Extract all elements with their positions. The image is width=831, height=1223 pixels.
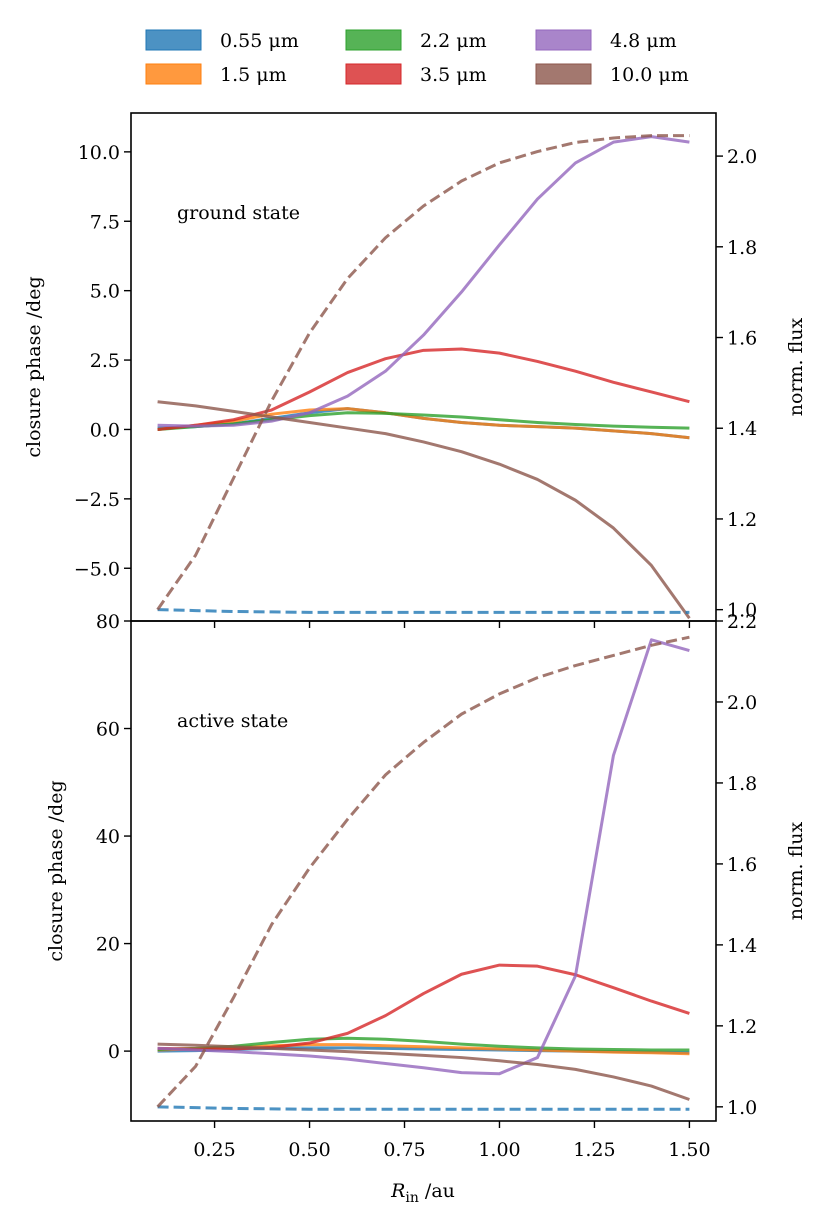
y-left-tick-label: −2.5 (74, 489, 120, 511)
panel-active-state: 0 20 40 60 80 1.0 1.2 1.4 1.6 1.8 2.0 2.2 active sta… (45, 611, 807, 1128)
x-axis-label-unit: /au (419, 1180, 455, 1202)
legend-label: 4.8 μm (610, 30, 677, 52)
y-right-axis-label: norm. flux (785, 821, 807, 920)
legend-swatch (345, 63, 402, 85)
series-line-2-2-m (157, 1036, 690, 1052)
y-left-tick-label: 0 (108, 1041, 120, 1063)
x-tick-label: 1.00 (478, 1139, 520, 1161)
x-axis-label-subscript: in (405, 1190, 419, 1206)
x-axis: 0.25 0.50 0.75 1.00 1.25 1.50 Rin /au (193, 1139, 710, 1206)
y-left-tick-label: 20 (96, 934, 120, 956)
legend-swatch (145, 63, 202, 85)
legend: 0.55 μm 1.5 μm 2.2 μm 3.5 μm 4.8 μm 10.0 μm (145, 29, 689, 86)
x-tick-label: 0.50 (288, 1139, 330, 1161)
state-annotation: active state (177, 710, 288, 732)
y-right-tick-label: 2.0 (727, 692, 757, 714)
y-right-tick-label: 1.6 (727, 328, 757, 350)
y-left-tick-label: 80 (96, 611, 120, 633)
x-axis-label: Rin /au (390, 1180, 455, 1206)
y-left-tick-label: −5.0 (74, 558, 120, 580)
series-line-10-0-m-flux (156, 635, 690, 1108)
series-line-10-0-m (157, 1042, 690, 1101)
x-tick-label: 0.75 (383, 1139, 425, 1161)
x-tick-label: 1.25 (573, 1139, 615, 1161)
series-line-10-0-m-flux (156, 134, 690, 611)
legend-swatch (345, 29, 402, 51)
legend-swatch (535, 29, 592, 51)
y-right-tick-label: 1.4 (727, 935, 757, 957)
series-line-1-5-m (157, 407, 690, 440)
y-right-tick-label: 1.2 (727, 509, 757, 531)
series-line-4-8-m (157, 638, 690, 1076)
y-left-tick-label: 2.5 (90, 350, 120, 372)
plot-frame (130, 620, 717, 1122)
x-tick-label: 1.50 (668, 1139, 710, 1161)
y-right-tick-label: 1.8 (727, 773, 757, 795)
series-line-0-55-m-flux (157, 608, 690, 614)
panel-ground-state: −5.0 −2.5 0.0 2.5 5.0 7.5 10.0 1.0 1.2 1.4 1.6 1.8 2… (23, 112, 807, 628)
legend-label: 0.55 μm (220, 30, 299, 52)
y-right-tick-label: 2.2 (727, 611, 757, 633)
series-line-3-5-m (157, 963, 690, 1051)
y-right-tick-label: 1.0 (727, 600, 757, 622)
y-left-tick-label: 40 (96, 826, 120, 848)
legend-label: 3.5 μm (420, 64, 487, 86)
y-right-tick-label: 1.2 (727, 1016, 757, 1038)
plot-frame (130, 112, 717, 622)
y-right-tick-label: 1.6 (727, 854, 757, 876)
y-left-axis-label: closure phase /deg (45, 780, 67, 961)
y-right-tick-label: 1.8 (727, 237, 757, 259)
y-left-axis-label: closure phase /deg (23, 276, 45, 457)
y-left-tick-label: 7.5 (90, 211, 120, 233)
y-left-tick-label: 10.0 (78, 142, 120, 164)
legend-label: 1.5 μm (220, 64, 287, 86)
y-right-tick-label: 2.0 (727, 146, 757, 168)
y-left-tick-label: 0.0 (90, 419, 120, 441)
y-left-tick-label: 5.0 (90, 281, 120, 303)
legend-label: 10.0 μm (610, 64, 689, 86)
legend-label: 2.2 μm (420, 30, 487, 52)
y-right-tick-label: 1.4 (727, 418, 757, 440)
state-annotation: ground state (177, 202, 300, 224)
x-axis-label-symbol: R (390, 1180, 405, 1202)
y-right-tick-label: 1.0 (727, 1097, 757, 1119)
y-right-axis-label: norm. flux (785, 317, 807, 416)
y-left-tick-label: 60 (96, 719, 120, 741)
series-line-4-8-m (157, 135, 690, 428)
x-tick-label: 0.25 (193, 1139, 235, 1161)
series-line-10-0-m (157, 400, 691, 620)
series-line-3-5-m (157, 347, 690, 431)
legend-swatch (145, 29, 202, 51)
series-line-0-55-m-flux (157, 1105, 690, 1111)
legend-swatch (535, 63, 592, 85)
